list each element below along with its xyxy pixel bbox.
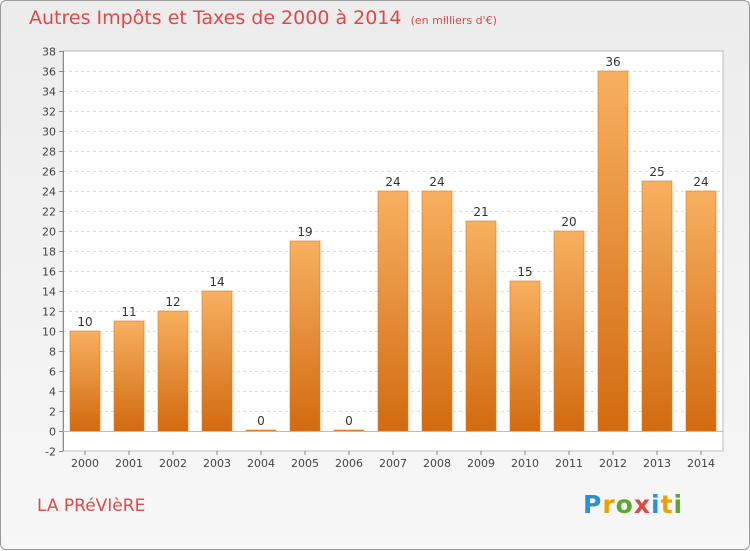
logo-letter: t bbox=[660, 490, 674, 519]
x-tick-label: 2004 bbox=[247, 457, 275, 470]
x-tick-label: 2001 bbox=[115, 457, 143, 470]
y-tick-label: 38 bbox=[42, 46, 56, 59]
logo-letter: o bbox=[615, 490, 634, 519]
y-tick-label: 20 bbox=[42, 226, 56, 239]
logo-letter: r bbox=[602, 490, 616, 519]
data-label: 21 bbox=[473, 205, 488, 219]
x-tick-label: 2010 bbox=[511, 457, 539, 470]
bar-2005 bbox=[289, 240, 321, 432]
x-tick-label: 2005 bbox=[291, 457, 319, 470]
y-tick-label: 14 bbox=[42, 286, 56, 299]
y-tick-label: 2 bbox=[49, 406, 56, 419]
y-tick-label: 0 bbox=[49, 426, 56, 439]
bar-2003 bbox=[201, 290, 233, 432]
data-label: 19 bbox=[297, 225, 312, 239]
x-tick-label: 2013 bbox=[643, 457, 671, 470]
x-tick-label: 2007 bbox=[379, 457, 407, 470]
y-tick-label: 30 bbox=[42, 126, 56, 139]
x-tick-label: 2011 bbox=[555, 457, 583, 470]
y-tick-label: 26 bbox=[42, 166, 56, 179]
data-label: 14 bbox=[209, 275, 224, 289]
y-tick-label: 34 bbox=[42, 86, 56, 99]
bar-2010 bbox=[509, 280, 541, 432]
bar-2000 bbox=[69, 330, 101, 432]
proxiti-logo: Proxiti bbox=[583, 490, 683, 519]
y-tick-label: 8 bbox=[49, 346, 56, 359]
bar-2009 bbox=[465, 220, 497, 432]
y-tick-label: 32 bbox=[42, 106, 56, 119]
commune-name: LA PRéVIèRE bbox=[37, 496, 146, 516]
bar-2008 bbox=[421, 190, 453, 432]
logo-letter: x bbox=[633, 490, 651, 519]
bar-2012 bbox=[597, 70, 629, 432]
x-tick-label: 2012 bbox=[599, 457, 627, 470]
bar-2014 bbox=[685, 190, 717, 432]
logo-letter: P bbox=[583, 490, 603, 519]
x-tick-label: 2006 bbox=[335, 457, 363, 470]
y-tick-label: 16 bbox=[42, 266, 56, 279]
data-label: 0 bbox=[257, 414, 265, 428]
y-tick-label: 28 bbox=[42, 146, 56, 159]
y-tick-label: 12 bbox=[42, 306, 56, 319]
y-tick-label: 18 bbox=[42, 246, 56, 259]
y-tick-label: 10 bbox=[42, 326, 56, 339]
y-tick-label: -2 bbox=[45, 446, 56, 459]
title-text: Autres Impôts et Taxes de 2000 à 2014 bbox=[29, 7, 402, 29]
bar-2011 bbox=[553, 230, 585, 432]
x-tick-label: 2000 bbox=[71, 457, 99, 470]
bar-2013 bbox=[641, 180, 673, 432]
bar-2001 bbox=[113, 320, 145, 432]
bar-2006 bbox=[333, 429, 365, 432]
bar-2002 bbox=[157, 310, 189, 432]
x-tick-label: 2009 bbox=[467, 457, 495, 470]
y-tick-label: 4 bbox=[49, 386, 56, 399]
x-tick-label: 2008 bbox=[423, 457, 451, 470]
data-label: 10 bbox=[77, 315, 92, 329]
data-label: 36 bbox=[605, 55, 620, 69]
data-label: 12 bbox=[165, 295, 180, 309]
bar-2004 bbox=[245, 429, 277, 432]
x-tick-label: 2014 bbox=[687, 457, 715, 470]
unit-label: (en milliers d'€) bbox=[410, 14, 497, 27]
y-tick-label: 36 bbox=[42, 66, 56, 79]
chart-title: Autres Impôts et Taxes de 2000 à 2014 (e… bbox=[29, 7, 497, 29]
data-label: 11 bbox=[121, 305, 136, 319]
data-label: 24 bbox=[429, 175, 444, 189]
data-label: 20 bbox=[561, 215, 576, 229]
x-tick-label: 2003 bbox=[203, 457, 231, 470]
data-label: 15 bbox=[517, 265, 532, 279]
bar-2007 bbox=[377, 190, 409, 432]
data-label: 25 bbox=[649, 165, 664, 179]
x-tick-label: 2002 bbox=[159, 457, 187, 470]
data-label: 0 bbox=[345, 414, 353, 428]
data-label: 24 bbox=[693, 175, 708, 189]
y-tick-label: 24 bbox=[42, 186, 56, 199]
data-label: 24 bbox=[385, 175, 400, 189]
logo-letter: i bbox=[651, 490, 661, 519]
logo-letter: i bbox=[673, 490, 684, 519]
y-tick-label: 22 bbox=[42, 206, 56, 219]
y-tick-label: 6 bbox=[49, 366, 56, 379]
